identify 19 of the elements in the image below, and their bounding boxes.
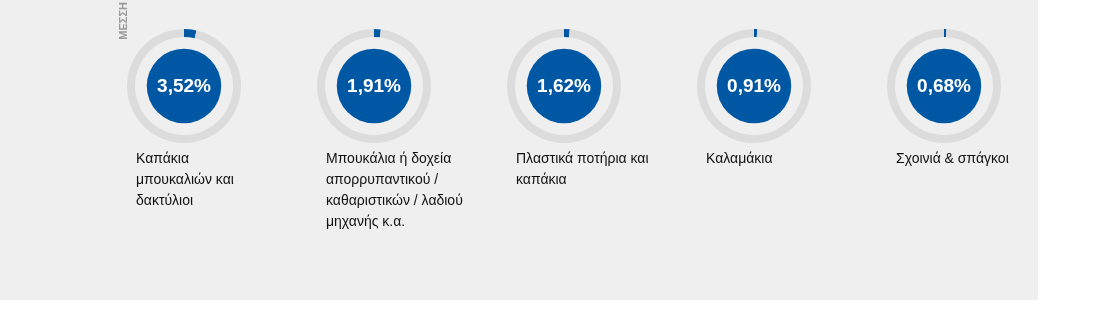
- donut-slice: [697, 29, 811, 143]
- data-label: 1,62%: [537, 75, 592, 96]
- data-label: 0,68%: [917, 75, 972, 96]
- donut-slice: [564, 29, 570, 38]
- donut-slice: [184, 29, 197, 39]
- donut-slice: [374, 29, 381, 38]
- text: Καλαμάκια: [706, 150, 773, 166]
- text: Πλαστικά ποτήρια και καπάκια: [516, 150, 649, 187]
- donut-slice: [507, 29, 621, 143]
- donut-slice: [754, 29, 758, 38]
- text: ΜΕΣΣΗ: [117, 1, 129, 40]
- data-label: 1,91%: [347, 75, 402, 96]
- data-label: 3,52%: [157, 75, 212, 96]
- donut-slice: [127, 29, 241, 143]
- text: Σχοινιά & σπάγκοι: [896, 150, 1009, 166]
- text: Μπουκάλια ή δοχεία απορρυπαντικού / καθαριστικών / λαδιού μηχανής κ.α.: [326, 150, 463, 229]
- donut-slice: [317, 29, 431, 143]
- text: Καπάκια μπουκαλιών και δακτύλιοι: [136, 150, 234, 208]
- data-label: 0,91%: [727, 75, 782, 96]
